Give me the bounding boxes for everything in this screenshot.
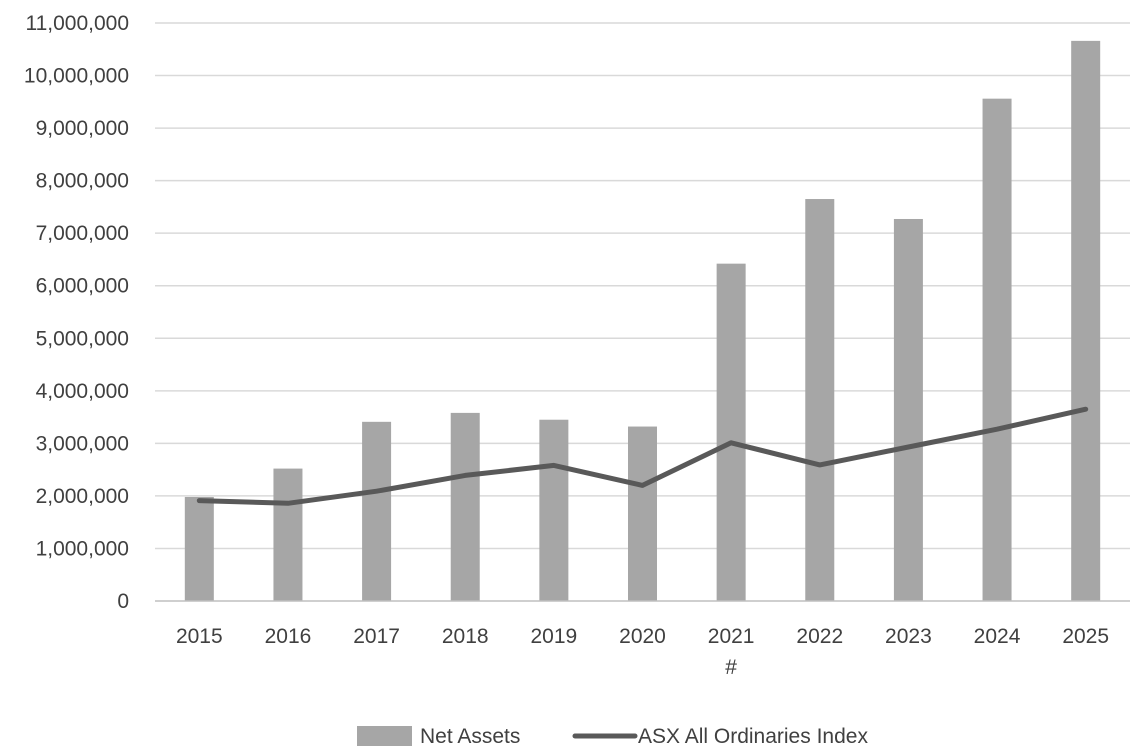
legend-swatch-net-assets	[357, 726, 412, 746]
net-assets-bar	[893, 218, 923, 601]
legend-label-net-assets: Net Assets	[420, 725, 520, 747]
y-tick-label: 9,000,000	[36, 117, 129, 140]
legend: Net Assets ASX All Ordinaries Index	[357, 725, 868, 747]
y-tick-label: 11,000,000	[25, 12, 129, 35]
y-tick-label: 6,000,000	[36, 275, 129, 298]
net-assets-bar	[273, 468, 303, 601]
x-tick-label: 2022	[796, 625, 843, 648]
x-tick-annotation: #	[725, 656, 737, 679]
net-assets-bar	[716, 263, 746, 601]
y-tick-label: 5,000,000	[36, 327, 129, 350]
y-tick-label: 10,000,000	[24, 65, 129, 88]
x-tick-label: 2023	[885, 625, 932, 648]
net-assets-bar	[1071, 40, 1101, 601]
net-assets-bar	[628, 426, 657, 601]
x-tick-label: 2021	[708, 625, 755, 648]
net-assets-bar	[539, 419, 569, 601]
x-tick-label: 2016	[265, 625, 312, 648]
net-assets-bar	[805, 199, 835, 601]
asx-all-ordinaries-index-line	[196, 406, 1089, 506]
x-tick-label: 2017	[353, 625, 400, 648]
x-tick-label: 2019	[531, 625, 578, 648]
net-assets-bars	[184, 40, 1101, 601]
net-assets-bar	[184, 496, 214, 601]
y-tick-label: 1,000,000	[36, 537, 129, 560]
y-tick-label: 0	[117, 590, 129, 613]
y-tick-label: 8,000,000	[36, 170, 129, 193]
net-assets-bar	[362, 421, 392, 601]
x-tick-label: 2024	[974, 625, 1021, 648]
legend-label-asx-index: ASX All Ordinaries Index	[638, 725, 868, 747]
y-tick-label: 3,000,000	[36, 432, 129, 455]
x-tick-label: 2015	[176, 625, 223, 648]
y-tick-label: 7,000,000	[36, 222, 129, 245]
x-tick-label: 2018	[442, 625, 489, 648]
net-assets-bar	[450, 412, 480, 601]
x-tick-label: 2025	[1062, 625, 1109, 648]
x-tick-label: 2020	[619, 625, 666, 648]
y-axis-tick-labels: 0 1,000,000 2,000,000 3,000,000 4,000,000 5,0…	[24, 12, 129, 613]
x-axis-tick-labels: 2015 2016 2017 2018 2019 2020 2021 2022 2023 2024…	[176, 625, 1109, 679]
gridlines	[155, 22, 1130, 550]
y-tick-label: 4,000,000	[36, 380, 129, 403]
y-tick-label: 2,000,000	[36, 485, 129, 508]
net-assets-bar	[982, 98, 1012, 601]
index-line-series	[196, 406, 1089, 506]
